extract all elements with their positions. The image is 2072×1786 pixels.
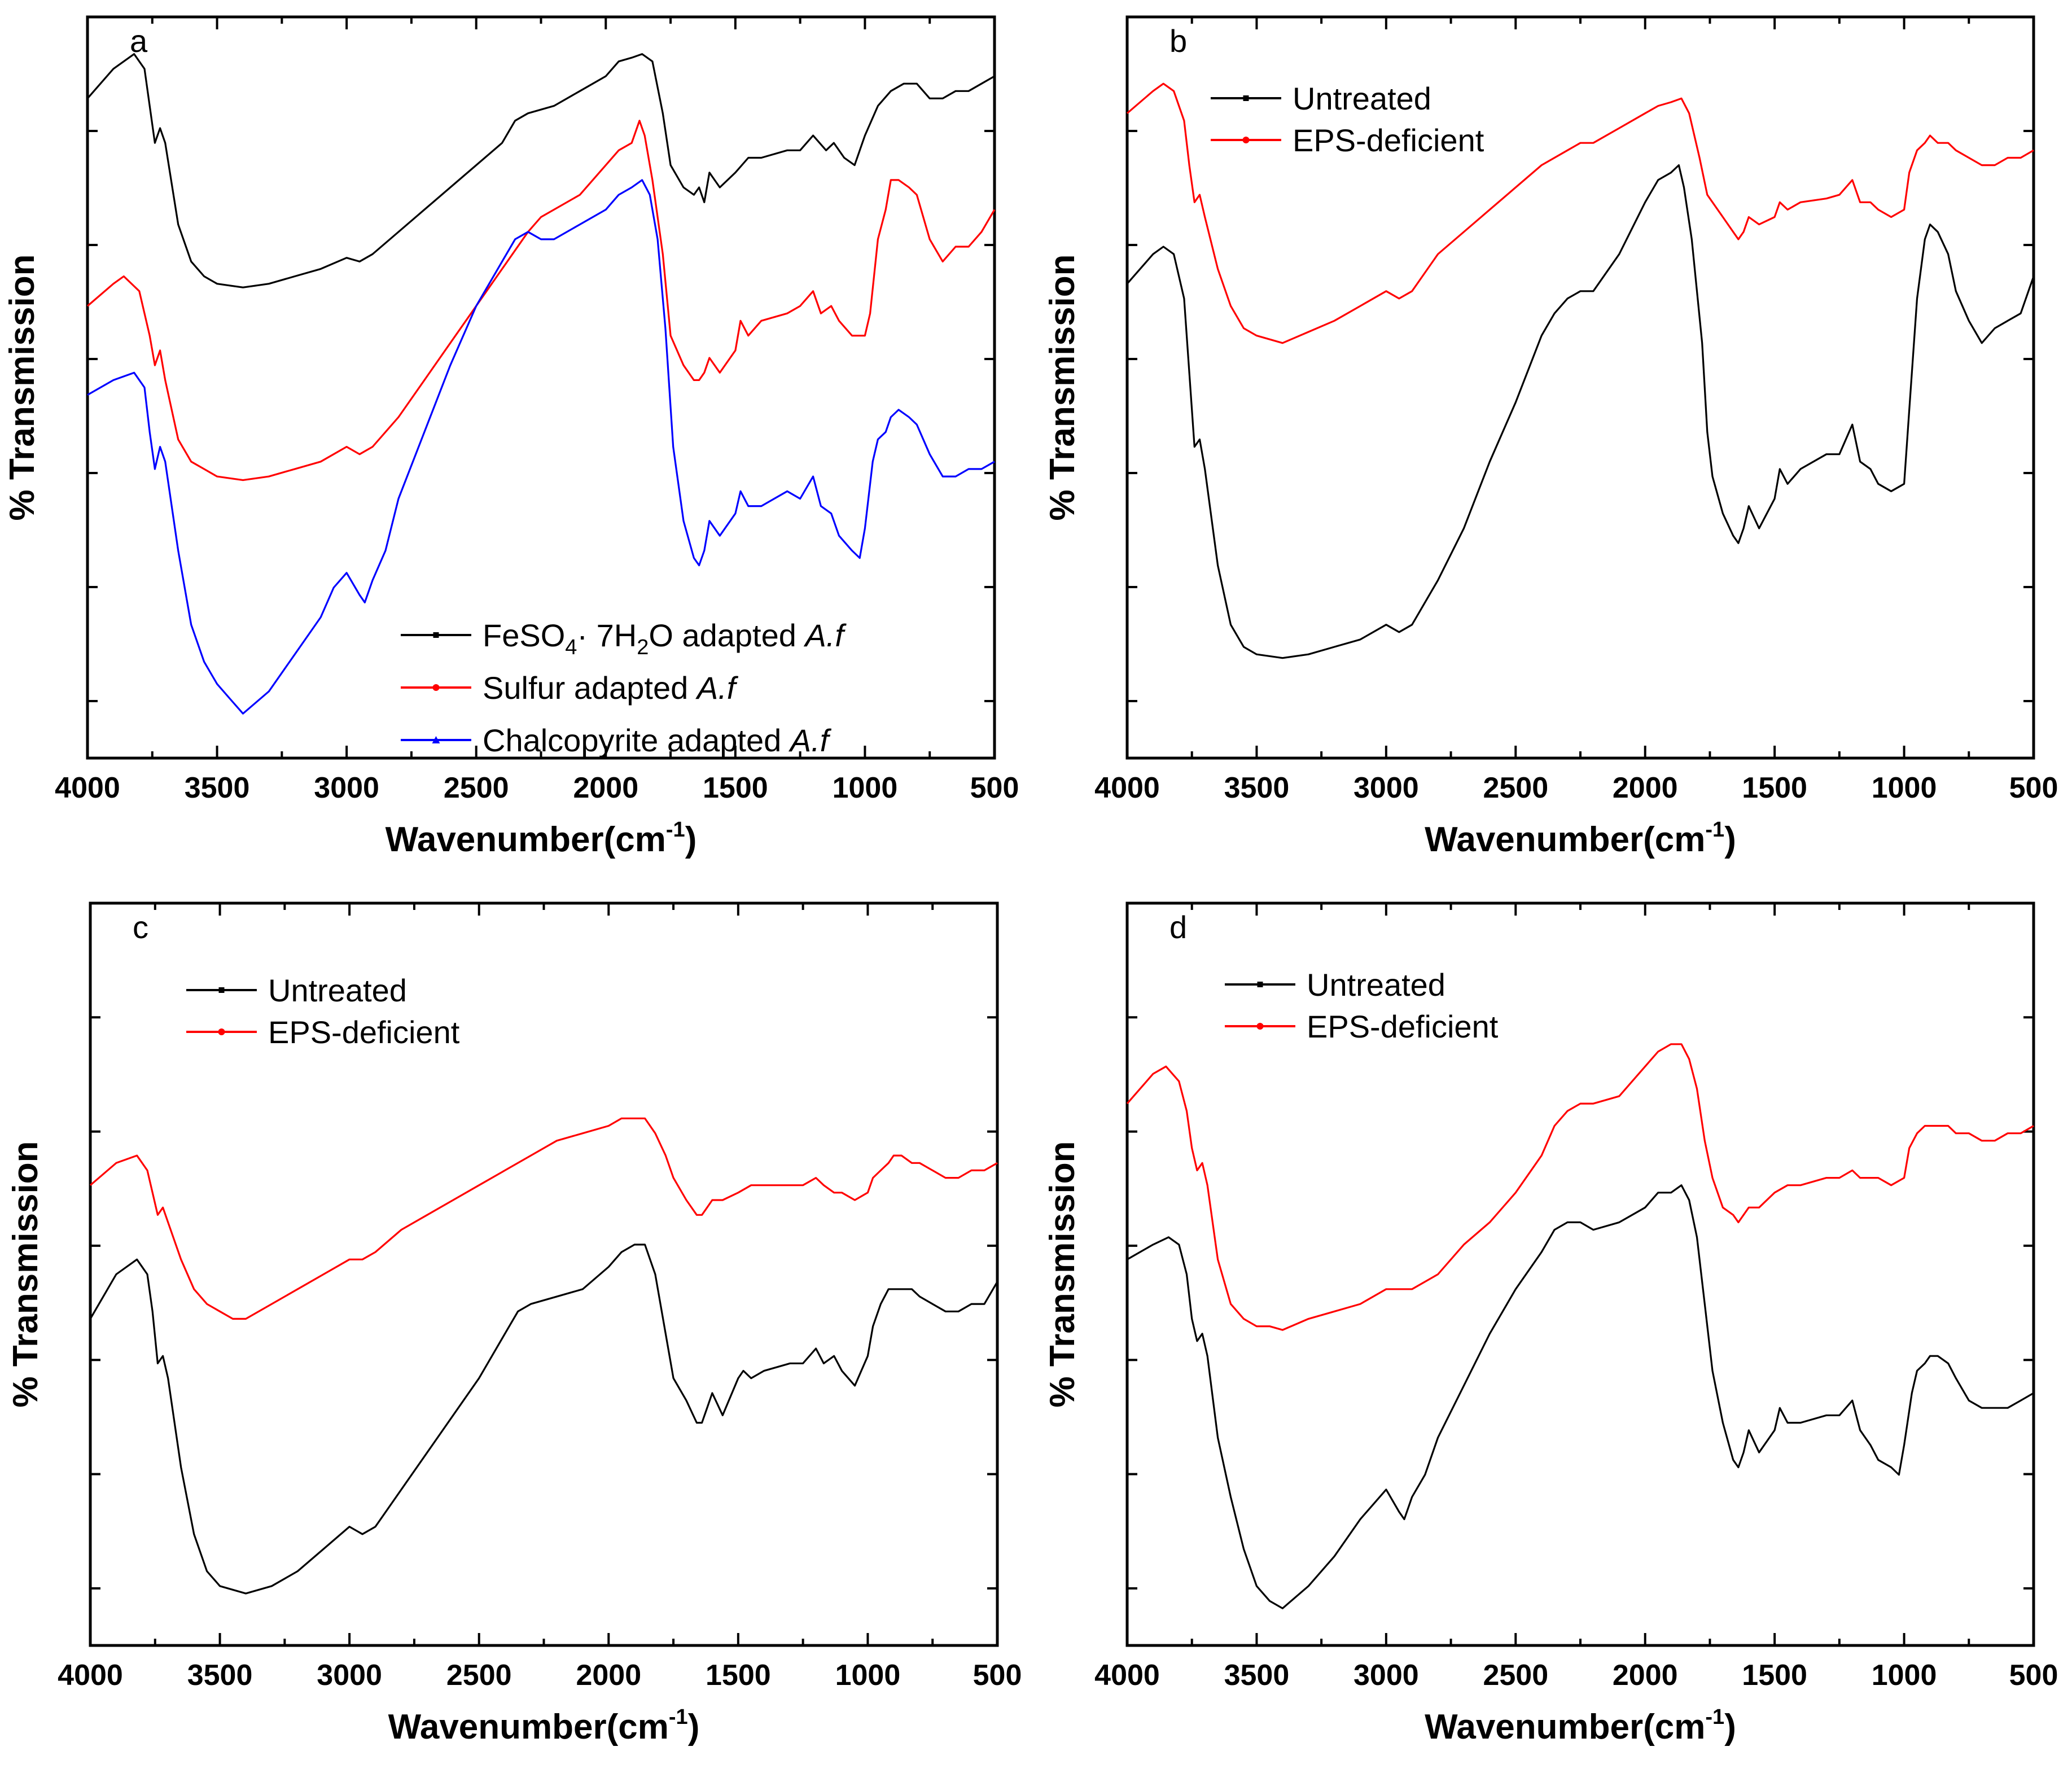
chart-panel-c: 4000 3500 3000 2500 2000 1500 1000 500 Wavenumbe… <box>6 901 1022 1746</box>
series-line-0-0 <box>86 53 995 288</box>
x-tick-label: 2500 <box>1483 772 1548 804</box>
x-tick-label: 2000 <box>573 772 638 804</box>
panel-letter: b <box>1169 23 1187 59</box>
x-tick-label: 2000 <box>1613 1659 1678 1692</box>
x-tick-label: 3000 <box>1353 772 1419 804</box>
x-tick-label: 3000 <box>317 1659 382 1692</box>
x-tick-label: 2500 <box>444 772 509 804</box>
legend-marker-circle <box>1256 1023 1264 1030</box>
x-tick-label: 3500 <box>185 772 250 804</box>
panel-letter: a <box>130 23 148 59</box>
x-tick-label: 2000 <box>576 1659 641 1692</box>
series-line-2-0 <box>89 1244 998 1595</box>
legend-marker-square <box>1243 95 1249 101</box>
x-tick-label: 1000 <box>1872 772 1937 804</box>
x-tick-label: 500 <box>2009 772 2058 804</box>
panel-letter: c <box>133 909 148 945</box>
x-tick-label: 4000 <box>1094 772 1160 804</box>
legend-label: Sulfur adapted A.f <box>483 670 739 706</box>
series-line-3-1 <box>1126 1043 2034 1331</box>
x-tick-label: 1000 <box>835 1659 901 1692</box>
x-tick-label: 4000 <box>58 1659 123 1692</box>
x-tick-label: 3500 <box>187 1659 253 1692</box>
x-tick-label: 1500 <box>1742 772 1807 804</box>
legend-marker-circle <box>432 684 440 691</box>
x-tick-label: 2500 <box>1483 1659 1548 1692</box>
legend-label: FeSO4· 7H2O adapted A.f <box>483 618 847 659</box>
x-tick-label: 3000 <box>1353 1659 1419 1692</box>
x-tick-label: 2500 <box>446 1659 512 1692</box>
chart-panel-b: 4000 3500 3000 2500 2000 1500 1000 500 Wavenumbe… <box>1043 15 2058 859</box>
x-tick-label: 4000 <box>55 772 120 804</box>
plot-frame <box>1125 901 2035 1647</box>
x-tick-label: 1000 <box>833 772 898 804</box>
x-axis-title: Wavenumber(cm-1) <box>386 818 697 859</box>
legend-marker-circle <box>218 1028 225 1035</box>
plot-frame <box>1125 15 2035 760</box>
series-line-2-1 <box>89 1117 998 1320</box>
legend-marker-circle <box>1242 137 1250 143</box>
x-tick-label: 500 <box>970 772 1019 804</box>
y-axis-title: % Transmission <box>1043 1141 1082 1407</box>
x-axis-title: Wavenumber(cm-1) <box>1425 818 1736 859</box>
x-tick-label: 500 <box>973 1659 1022 1692</box>
y-axis-title: % Transmission <box>1043 254 1082 520</box>
series-line-1-1 <box>1126 82 2034 344</box>
x-tick-label: 1500 <box>1742 1659 1807 1692</box>
legend-label: EPS-deficient <box>1307 1009 1499 1044</box>
series-line-3-0 <box>1127 1184 2034 1609</box>
x-tick-label: 3500 <box>1224 772 1290 804</box>
panel-letter: d <box>1169 909 1187 945</box>
x-tick-label: 1500 <box>703 772 768 804</box>
x-tick-label: 3500 <box>1224 1659 1290 1692</box>
legend-marker-triangle <box>432 736 440 743</box>
chart-panel-a: 4000 3500 3000 2500 2000 1500 1000 500 Wavenumbe… <box>3 15 1019 859</box>
x-tick-label: 3000 <box>314 772 379 804</box>
x-tick-label: 1000 <box>1872 1659 1937 1692</box>
legend-marker-square <box>1257 982 1263 987</box>
chart-panel-d: 4000 3500 3000 2500 2000 1500 1000 500 Wavenumbe… <box>1043 901 2058 1746</box>
series-line-1-0 <box>1126 164 2035 659</box>
x-tick-label: 4000 <box>1094 1659 1160 1692</box>
legend-label: Untreated <box>268 973 407 1008</box>
series-line-0-2 <box>87 179 995 715</box>
plot-frame <box>89 901 999 1647</box>
x-axis-title: Wavenumber(cm-1) <box>388 1705 700 1746</box>
x-tick-label: 500 <box>2009 1659 2058 1692</box>
legend-marker-square <box>433 632 439 638</box>
x-axis-title: Wavenumber(cm-1) <box>1425 1705 1736 1746</box>
y-axis-title: % Transmission <box>3 254 42 520</box>
legend-label: EPS-deficient <box>268 1014 460 1050</box>
legend-label: EPS-deficient <box>1293 122 1484 158</box>
series-line-0-1 <box>86 120 996 481</box>
legend-label: Untreated <box>1293 81 1431 116</box>
legend-marker-square <box>218 987 225 993</box>
legend-label: Chalcopyrite adapted A.f <box>483 723 832 758</box>
x-tick-label: 2000 <box>1613 772 1678 804</box>
y-axis-title: % Transmission <box>6 1141 45 1407</box>
x-tick-label: 1500 <box>706 1659 771 1692</box>
legend-label: Untreated <box>1307 967 1445 1003</box>
